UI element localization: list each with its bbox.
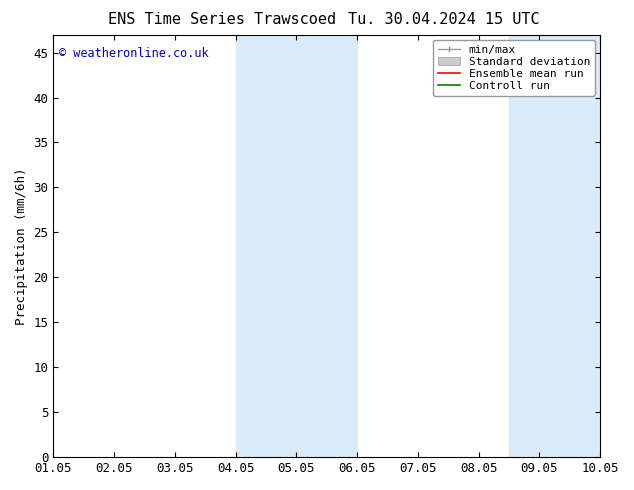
Bar — [236, 35, 357, 457]
Bar — [509, 35, 600, 457]
Text: © weatheronline.co.uk: © weatheronline.co.uk — [59, 47, 209, 60]
Text: ENS Time Series Trawscoed: ENS Time Series Trawscoed — [108, 12, 336, 27]
Text: Tu. 30.04.2024 15 UTC: Tu. 30.04.2024 15 UTC — [348, 12, 540, 27]
Y-axis label: Precipitation (mm/6h): Precipitation (mm/6h) — [15, 167, 28, 324]
Legend: min/max, Standard deviation, Ensemble mean run, Controll run: min/max, Standard deviation, Ensemble me… — [433, 40, 595, 96]
